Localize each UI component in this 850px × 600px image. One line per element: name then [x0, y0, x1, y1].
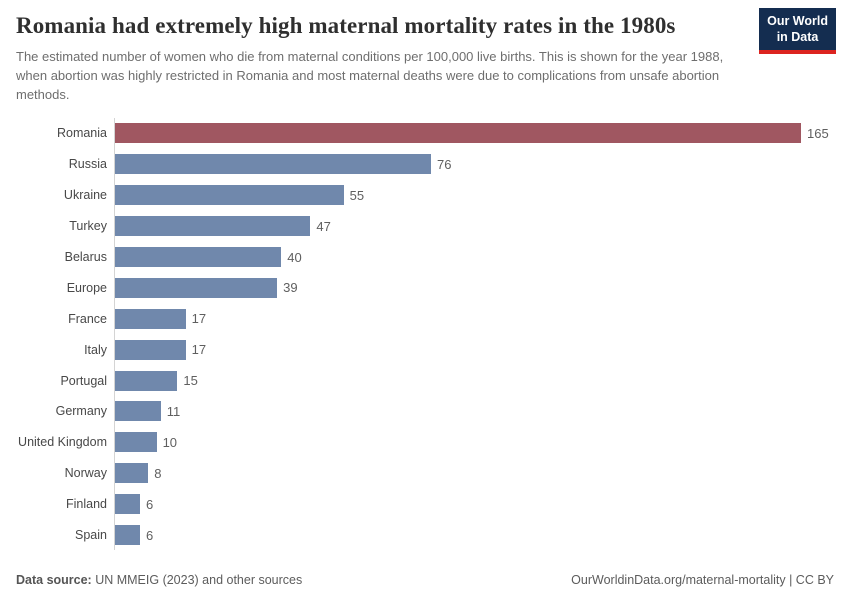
bar[interactable] [115, 463, 149, 484]
bar-track: 39 [114, 272, 850, 304]
value-label: 6 [145, 527, 154, 543]
bar[interactable] [115, 370, 178, 391]
category-label: Russia [68, 157, 107, 172]
bar-track: 6 [114, 488, 850, 520]
bar[interactable] [115, 277, 278, 298]
bar-row[interactable]: Germany 11 [6, 396, 850, 427]
bar-track: 165 [114, 118, 850, 149]
bar[interactable] [115, 401, 161, 422]
bar[interactable] [115, 247, 282, 267]
bar-row[interactable]: Spain 6 [6, 519, 850, 551]
bar-row[interactable]: Italy 17 [6, 334, 850, 366]
bar-track: 17 [114, 334, 850, 366]
category-label: Portugal [60, 373, 107, 388]
bar-row[interactable]: Russia 76 [6, 148, 850, 180]
bar-track: 47 [114, 210, 850, 242]
category-label: France [68, 311, 107, 326]
category-label: Turkey [69, 219, 107, 234]
value-label: 47 [316, 218, 331, 234]
chart-subtitle: The estimated number of women who die fr… [16, 49, 724, 102]
bar-track: 6 [114, 519, 850, 551]
bar-chart: Romania 165 Russia 76 Ukraine 55 Turkey 47 Belar… [0, 118, 850, 551]
bar-row[interactable]: United Kingdom 10 [6, 426, 850, 458]
value-label: 40 [287, 249, 302, 265]
bar-row[interactable]: Turkey 47 [6, 210, 850, 242]
category-label: Italy [84, 342, 107, 357]
value-label: 8 [154, 465, 162, 481]
bar-row[interactable]: Belarus 40 [6, 241, 850, 273]
bar-track: 15 [114, 365, 850, 397]
chart-title: Romania had extremely high maternal mort… [16, 13, 676, 38]
bar-row[interactable]: France 17 [6, 303, 850, 335]
value-label: 11 [166, 403, 181, 419]
bar-row[interactable]: Portugal 15 [6, 365, 850, 397]
chart-footer: Data source: UN MMEIG (2023) and other s… [16, 573, 834, 587]
category-label: Belarus [64, 250, 107, 264]
bar[interactable] [115, 123, 801, 144]
bar[interactable] [115, 185, 344, 206]
bar-track: 76 [114, 148, 850, 180]
value-label: 17 [191, 342, 207, 358]
value-label: 39 [283, 280, 298, 296]
value-label: 10 [162, 434, 178, 450]
category-label: United Kingdom [18, 435, 107, 450]
bar-track: 10 [114, 426, 850, 458]
bar-row[interactable]: Norway 8 [6, 457, 850, 489]
bar-track: 8 [114, 457, 850, 489]
category-label: Germany [55, 404, 107, 419]
bar-track: 40 [114, 241, 850, 273]
category-label: Finland [66, 497, 107, 512]
data-source-note: Data source: UN MMEIG (2023) and other s… [16, 573, 302, 587]
bar[interactable] [115, 525, 140, 546]
value-label: 15 [183, 373, 198, 389]
value-label: 17 [191, 311, 207, 327]
bar[interactable] [115, 154, 431, 175]
category-label: Europe [66, 280, 107, 295]
data-source-label: Data source: [16, 573, 92, 587]
bar[interactable] [115, 339, 186, 360]
value-label: 165 [807, 125, 829, 141]
data-source-text: UN MMEIG (2023) and other sources [91, 573, 303, 587]
bar[interactable] [115, 432, 157, 453]
category-label: Romania [56, 126, 107, 141]
bar-row[interactable]: Ukraine 55 [6, 179, 850, 211]
value-label: 55 [349, 187, 365, 203]
bar-track: 11 [114, 396, 850, 427]
owid-logo-line1: Our World [767, 14, 828, 28]
owid-logo[interactable]: Our World in Data [759, 8, 836, 54]
category-label: Spain [75, 528, 107, 543]
citation-link[interactable]: OurWorldinData.org/maternal-mortality | … [571, 573, 834, 587]
value-label: 76 [436, 156, 452, 172]
bar-track: 55 [114, 179, 850, 211]
bar[interactable] [115, 216, 311, 237]
category-label: Norway [64, 466, 107, 481]
category-label: Ukraine [63, 188, 107, 203]
bar-row[interactable]: Europe 39 [6, 272, 850, 304]
bar-track: 17 [114, 303, 850, 335]
bar[interactable] [115, 308, 186, 329]
bar-row[interactable]: Romania 165 [6, 118, 850, 149]
owid-logo-line2: in Data [776, 30, 819, 45]
bar[interactable] [115, 494, 140, 515]
bar-row[interactable]: Finland 6 [6, 488, 850, 520]
value-label: 6 [145, 496, 154, 512]
chart-header: Romania had extremely high maternal mort… [0, 0, 850, 104]
